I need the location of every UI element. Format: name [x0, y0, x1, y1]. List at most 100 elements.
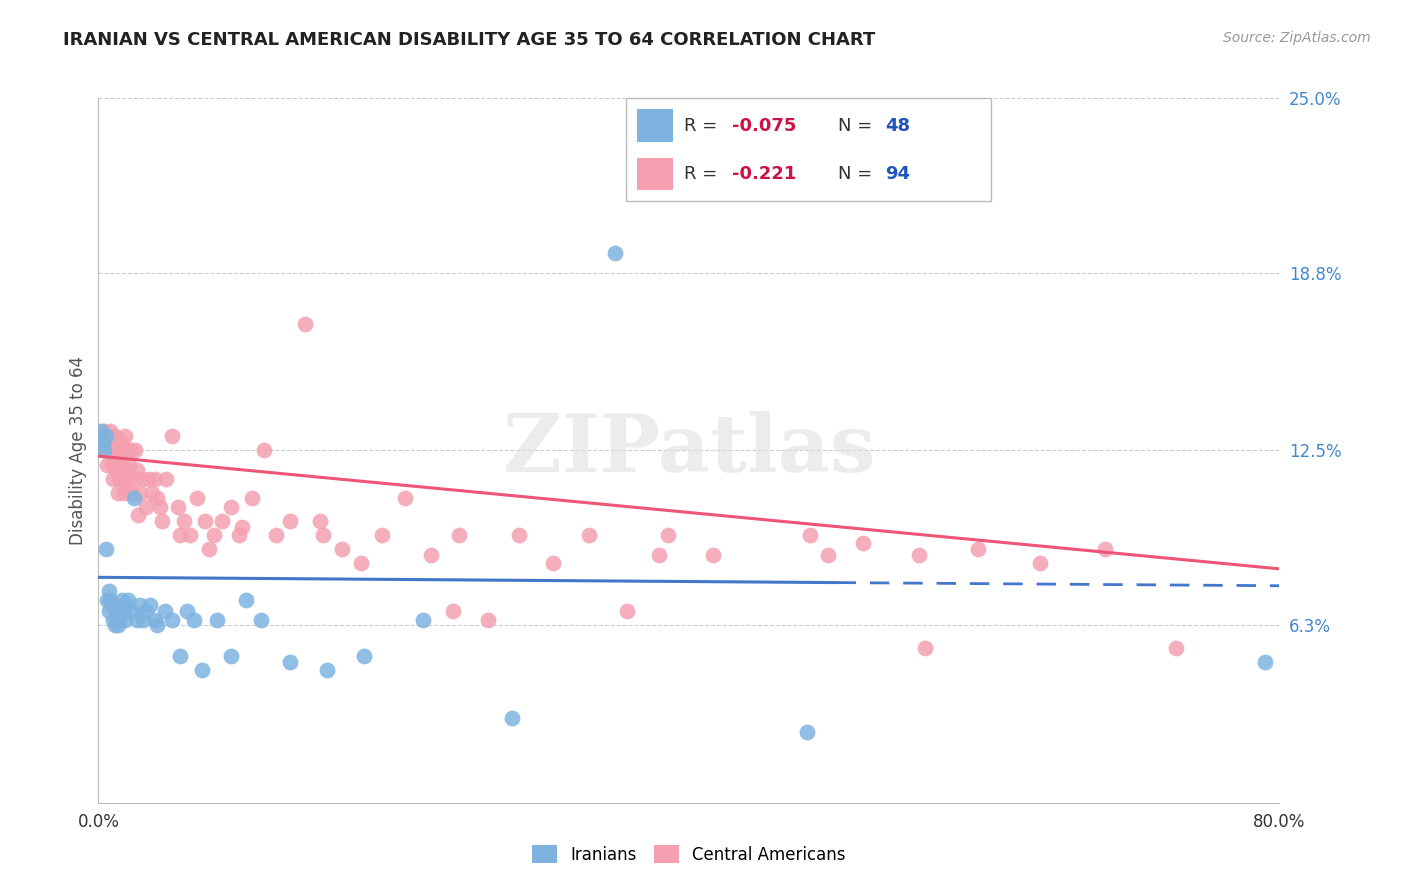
Point	[1254, 655, 1277, 669]
Point	[111, 458, 134, 472]
FancyBboxPatch shape	[637, 110, 673, 142]
Point	[202, 528, 225, 542]
Point	[221, 649, 243, 664]
Point	[110, 435, 132, 450]
Point	[124, 443, 146, 458]
Point	[108, 472, 131, 486]
Point	[657, 528, 679, 542]
Point	[97, 604, 120, 618]
Point	[98, 443, 121, 458]
Point	[852, 536, 875, 550]
Point	[94, 443, 117, 458]
Point	[120, 443, 142, 458]
Point	[150, 514, 173, 528]
Point	[162, 613, 183, 627]
Text: IRANIAN VS CENTRAL AMERICAN DISABILITY AGE 35 TO 64 CORRELATION CHART: IRANIAN VS CENTRAL AMERICAN DISABILITY A…	[63, 31, 876, 49]
Point	[183, 613, 205, 627]
Point	[541, 556, 564, 570]
Point	[112, 604, 135, 618]
Point	[94, 542, 117, 557]
Point	[176, 604, 198, 618]
Point	[125, 463, 148, 477]
Point	[117, 592, 139, 607]
Point	[796, 725, 818, 739]
Point	[191, 663, 214, 677]
Point	[394, 491, 416, 506]
Point	[122, 472, 145, 486]
Point	[1029, 556, 1052, 570]
Text: -0.075: -0.075	[731, 117, 796, 135]
Point	[153, 604, 176, 618]
Y-axis label: Disability Age 35 to 64: Disability Age 35 to 64	[69, 356, 87, 545]
Point	[205, 613, 228, 627]
Point	[211, 514, 233, 528]
Point	[353, 649, 375, 664]
Point	[477, 613, 499, 627]
Point	[104, 451, 127, 466]
Point	[330, 542, 353, 557]
Point	[194, 514, 217, 528]
Point	[135, 604, 157, 618]
Point	[616, 604, 638, 618]
Point	[98, 424, 121, 438]
Point	[96, 458, 118, 472]
Point	[702, 548, 724, 562]
Point	[967, 542, 990, 557]
Point	[1166, 640, 1188, 655]
Point	[105, 463, 128, 477]
Point	[120, 604, 142, 618]
Point	[128, 485, 150, 500]
Point	[412, 613, 434, 627]
Point	[508, 528, 530, 542]
Point	[94, 429, 117, 443]
Point	[107, 485, 129, 500]
Point	[441, 604, 464, 618]
Point	[350, 556, 373, 570]
Point	[143, 472, 166, 486]
Point	[115, 463, 138, 477]
Point	[419, 548, 441, 562]
Point	[141, 485, 163, 500]
Point	[169, 649, 191, 664]
Point	[914, 640, 936, 655]
Point	[146, 491, 169, 506]
Point	[748, 161, 770, 176]
Point	[97, 429, 120, 443]
Point	[112, 463, 135, 477]
Point	[105, 604, 128, 618]
Point	[167, 500, 190, 514]
Point	[100, 599, 122, 613]
Text: 94: 94	[886, 165, 910, 183]
Point	[447, 528, 470, 542]
Point	[96, 592, 118, 607]
Point	[143, 613, 166, 627]
Point	[128, 599, 150, 613]
Point	[908, 548, 931, 562]
Point	[264, 528, 287, 542]
Point	[309, 514, 332, 528]
Point	[578, 528, 600, 542]
Point	[149, 500, 172, 514]
Point	[280, 655, 302, 669]
Point	[111, 592, 134, 607]
Point	[91, 435, 114, 450]
Text: Source: ZipAtlas.com: Source: ZipAtlas.com	[1223, 31, 1371, 45]
Point	[280, 514, 302, 528]
Point	[121, 485, 143, 500]
Text: N =: N =	[838, 165, 877, 183]
Point	[501, 711, 523, 725]
Point	[648, 548, 671, 562]
Point	[228, 528, 250, 542]
Point	[94, 429, 117, 443]
Point	[107, 618, 129, 632]
Point	[110, 472, 132, 486]
Point	[155, 472, 177, 486]
Point	[98, 592, 121, 607]
Point	[253, 443, 276, 458]
Point	[108, 458, 131, 472]
Point	[115, 443, 138, 458]
Text: R =: R =	[685, 117, 723, 135]
Point	[127, 508, 149, 523]
Point	[114, 480, 136, 494]
Text: N =: N =	[838, 117, 877, 135]
